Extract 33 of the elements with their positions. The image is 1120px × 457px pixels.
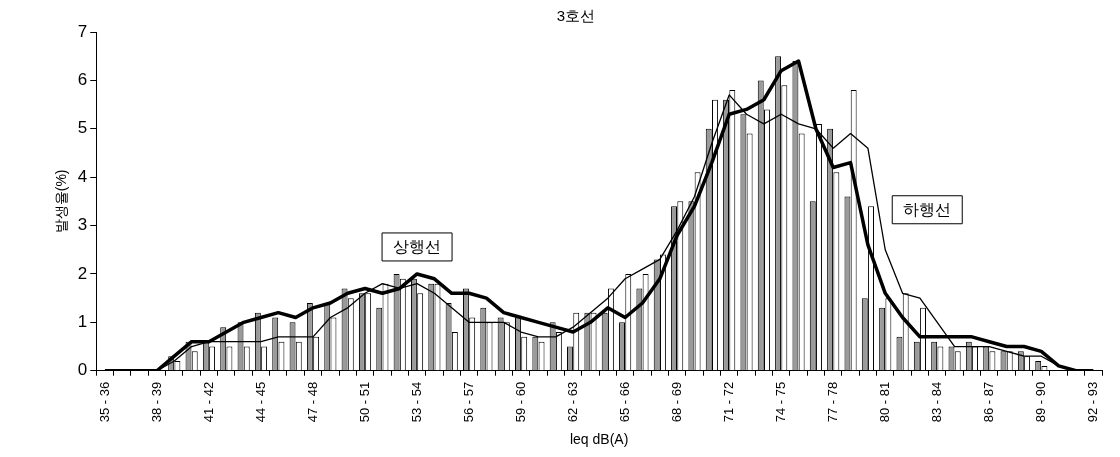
x-tick-label: 44 - 45 [252, 381, 268, 423]
x-tick-label: 83 - 84 [928, 381, 944, 423]
y-tick-label: 3 [77, 215, 88, 235]
x-tick-label: 38 - 39 [148, 381, 164, 423]
y-tick-label: 4 [77, 166, 88, 186]
x-tick-label: 74 - 75 [772, 381, 788, 423]
x-tick-label: 53 - 54 [408, 381, 424, 423]
x-axis-title: leq dB(A) [569, 431, 629, 448]
y-tick-label: 7 [77, 21, 88, 41]
y-tick-label: 1 [77, 312, 88, 332]
x-tick-label: 77 - 78 [824, 381, 840, 423]
x-tick-label: 92 - 93 [1084, 381, 1100, 423]
x-tick-label: 47 - 48 [304, 381, 320, 423]
y-tick-label: 2 [77, 263, 88, 283]
y-tick-label: 5 [77, 118, 88, 138]
x-tick-label: 65 - 66 [616, 381, 632, 423]
x-tick-label: 35 - 36 [96, 381, 112, 423]
x-tick-label: 50 - 51 [356, 381, 372, 423]
x-tick-label: 41 - 42 [200, 381, 216, 423]
x-tick-label: 89 - 90 [1032, 381, 1048, 423]
x-tick-label: 80 - 81 [876, 381, 892, 423]
chart-title: 3호선 [556, 7, 596, 25]
x-tick-label: 59 - 60 [512, 381, 528, 423]
y-tick-label: 6 [77, 70, 88, 90]
x-tick-label: 68 - 69 [668, 381, 684, 423]
y-axis-title: 발생율(%) [53, 169, 70, 234]
x-tick-label: 86 - 87 [980, 381, 996, 423]
y-tick-label: 0 [77, 360, 88, 380]
x-tick-label: 62 - 63 [564, 381, 580, 423]
series-label: 상행선 [393, 238, 442, 256]
series-label: 하행선 [903, 201, 952, 219]
x-tick-label: 56 - 57 [460, 381, 476, 423]
x-tick-label: 71 - 72 [720, 381, 736, 423]
